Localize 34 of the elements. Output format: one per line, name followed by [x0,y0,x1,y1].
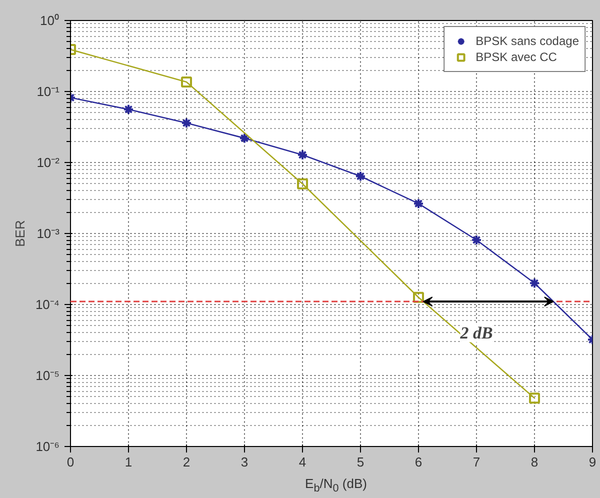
point [297,149,308,160]
legend-label: BPSK avec CC [476,49,557,65]
point [529,278,540,289]
y-tick-label: 10⁻³ [36,226,60,241]
x-tick-label: 4 [298,454,306,470]
y-tick-label: 10⁻¹ [36,84,60,99]
x-tick-label: 8 [530,454,538,470]
y-axis-title: BER [12,220,28,247]
x-tick-label: 6 [414,454,422,470]
point [471,234,482,246]
x-tick-label: 7 [472,454,480,470]
point [297,178,308,190]
annotation: 2 dB [459,323,493,342]
point [355,170,366,182]
point [181,76,192,88]
point [413,198,424,210]
point [239,132,250,144]
legend-label: BPSK sans codage [476,33,579,49]
x-tick-label: 1 [124,454,132,470]
x-tick-label: 5 [356,454,364,470]
point [181,118,192,129]
x-tick-label: 0 [66,454,74,470]
x-tick-label: 9 [588,454,596,470]
y-tick-label: 10⁻⁴ [35,297,60,312]
x-axis-title: E$_{b}$/N$_{0}$ (dB) [305,476,367,496]
y-tick-label: 10⁻⁵ [36,368,60,383]
y-tick-label: 10⁰ [40,13,60,28]
point [123,104,134,115]
y-tick-label: 10⁻⁶ [36,439,60,454]
x-tick-label: 2 [182,454,190,470]
point [529,392,540,404]
x-tick-label: 3 [240,454,248,470]
point [413,292,424,303]
y-tick-label: 10⁻² [36,155,60,170]
